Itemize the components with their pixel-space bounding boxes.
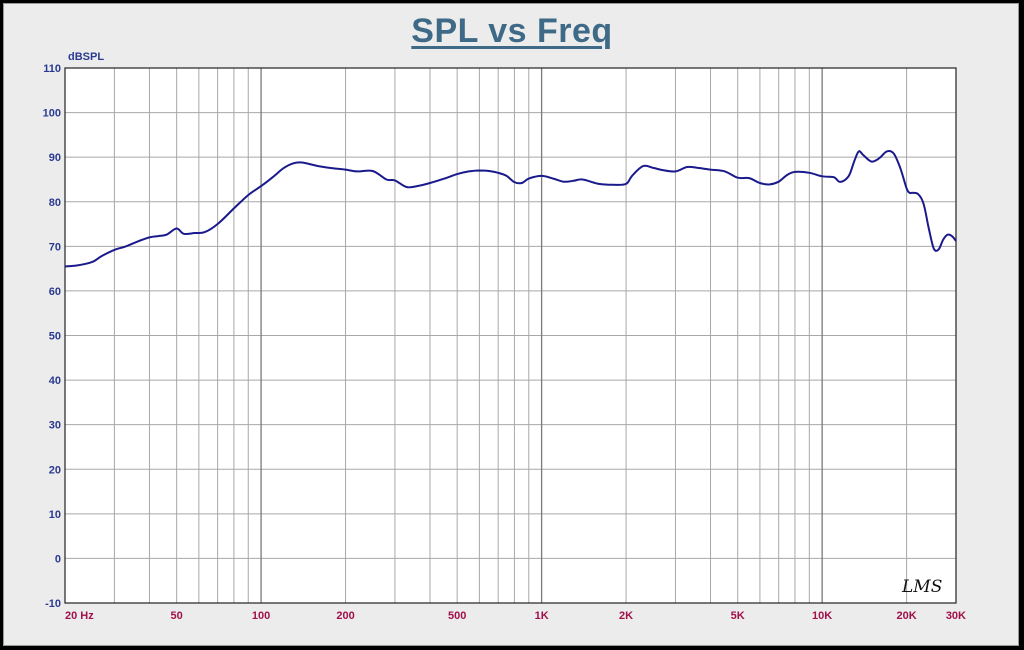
- chart-title: SPL vs Freq: [411, 12, 613, 50]
- x-tick-label: 5K: [731, 610, 745, 622]
- y-tick-label: 110: [43, 63, 61, 75]
- x-tick-label: 2K: [619, 610, 633, 622]
- y-tick-label: 40: [49, 375, 61, 387]
- y-tick-label: 80: [49, 197, 61, 209]
- x-tick-label: 500: [448, 610, 466, 622]
- y-tick-label: 30: [49, 420, 61, 432]
- x-tick-label: 100: [252, 610, 270, 622]
- y-axis-label: dBSPL: [68, 51, 104, 63]
- y-tick-label: 100: [43, 108, 61, 120]
- y-tick-label: -10: [45, 598, 61, 610]
- x-tick-label: 20 Hz: [65, 610, 94, 622]
- x-tick-label: 200: [336, 610, 354, 622]
- x-tick-label: 30K: [946, 610, 966, 622]
- y-tick-label: 90: [49, 152, 61, 164]
- y-tick-label: 10: [49, 509, 61, 521]
- x-axis-ticks: 20 Hz 50 100 200 500 1K 2K 5K 10K 20K 30K: [65, 610, 966, 622]
- spl-curve: [64, 150, 957, 268]
- y-tick-label: 20: [49, 464, 61, 476]
- x-tick-label: 10K: [812, 610, 832, 622]
- y-tick-label: 0: [55, 553, 61, 565]
- y-tick-label: 60: [49, 286, 61, 298]
- y-tick-label: 50: [49, 331, 61, 343]
- x-tick-label: 20K: [897, 610, 917, 622]
- y-tick-label: 70: [49, 241, 61, 253]
- lms-watermark: LMS: [901, 577, 942, 597]
- x-tick-label: 50: [171, 610, 183, 622]
- plot-border: [64, 67, 957, 604]
- x-tick-label: 1K: [535, 610, 549, 622]
